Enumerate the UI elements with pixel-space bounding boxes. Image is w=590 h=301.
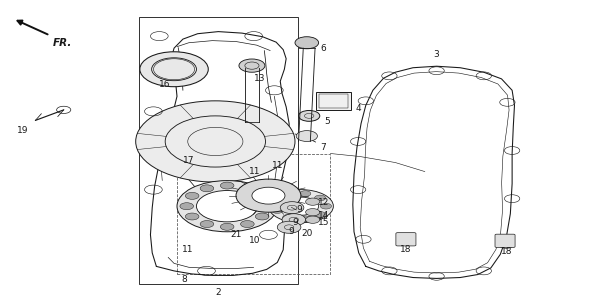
- Circle shape: [236, 179, 301, 212]
- Circle shape: [283, 197, 319, 215]
- Circle shape: [272, 208, 283, 213]
- Circle shape: [252, 187, 285, 204]
- Circle shape: [261, 203, 274, 210]
- Text: 4: 4: [356, 104, 362, 113]
- Text: 10: 10: [249, 236, 261, 245]
- Text: 19: 19: [17, 126, 28, 135]
- Text: FR.: FR.: [53, 38, 73, 48]
- Text: 3: 3: [434, 50, 440, 59]
- Text: 9: 9: [297, 205, 303, 214]
- Text: 6: 6: [320, 44, 326, 53]
- Circle shape: [268, 190, 333, 223]
- Text: 17: 17: [183, 156, 195, 165]
- Circle shape: [241, 221, 254, 228]
- Text: 13: 13: [254, 74, 266, 83]
- Circle shape: [300, 216, 311, 222]
- Circle shape: [272, 199, 283, 205]
- Circle shape: [200, 221, 214, 228]
- Circle shape: [300, 191, 311, 197]
- Circle shape: [185, 192, 199, 199]
- Circle shape: [277, 221, 301, 233]
- Circle shape: [255, 213, 269, 220]
- Text: 7: 7: [320, 143, 326, 152]
- Text: 18: 18: [400, 245, 412, 254]
- Text: 11: 11: [249, 167, 261, 176]
- Circle shape: [306, 216, 320, 223]
- Circle shape: [220, 223, 234, 230]
- Circle shape: [239, 59, 265, 72]
- Circle shape: [283, 214, 294, 220]
- Text: 2: 2: [215, 288, 221, 297]
- FancyBboxPatch shape: [396, 233, 416, 246]
- Circle shape: [255, 192, 269, 199]
- Circle shape: [283, 192, 294, 198]
- Bar: [139, 17, 298, 284]
- Bar: [177, 154, 330, 274]
- Text: 8: 8: [181, 275, 187, 284]
- Circle shape: [220, 182, 234, 189]
- Text: 18: 18: [500, 247, 512, 256]
- Circle shape: [200, 185, 214, 192]
- Circle shape: [296, 131, 317, 141]
- Circle shape: [280, 202, 304, 214]
- Circle shape: [314, 195, 326, 201]
- Text: 15: 15: [317, 218, 329, 227]
- Circle shape: [196, 191, 258, 222]
- Text: 21: 21: [230, 230, 242, 239]
- Circle shape: [241, 185, 254, 192]
- Text: 12: 12: [317, 198, 329, 207]
- Circle shape: [180, 203, 194, 210]
- Circle shape: [185, 213, 199, 220]
- Text: 16: 16: [159, 80, 171, 89]
- Text: 11: 11: [182, 245, 194, 254]
- Circle shape: [136, 101, 295, 182]
- Circle shape: [320, 203, 332, 209]
- Circle shape: [282, 214, 306, 226]
- Text: 5: 5: [324, 116, 330, 126]
- Circle shape: [299, 110, 320, 121]
- Circle shape: [140, 52, 208, 87]
- Circle shape: [295, 37, 319, 49]
- Circle shape: [314, 212, 326, 217]
- Text: 20: 20: [301, 229, 313, 238]
- Text: 9: 9: [289, 227, 294, 236]
- FancyBboxPatch shape: [316, 92, 351, 110]
- Circle shape: [306, 198, 320, 205]
- Circle shape: [306, 209, 320, 216]
- Text: 11: 11: [271, 161, 283, 170]
- Text: 14: 14: [317, 211, 329, 220]
- FancyBboxPatch shape: [495, 234, 515, 247]
- Circle shape: [177, 181, 277, 232]
- Text: 9: 9: [292, 218, 298, 227]
